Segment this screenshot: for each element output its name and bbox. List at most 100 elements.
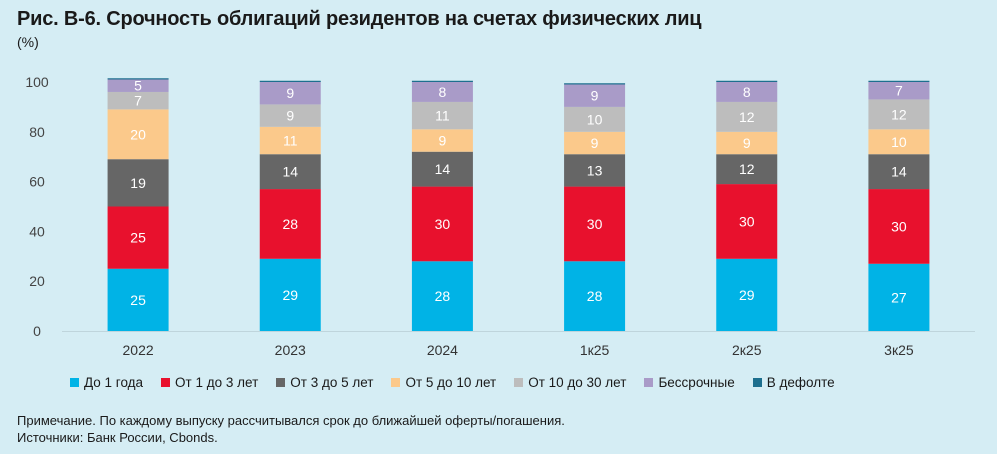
data-label: 29 xyxy=(282,287,298,303)
bar-segment xyxy=(716,131,778,155)
data-label: 9 xyxy=(439,133,447,149)
bar-segment xyxy=(411,101,473,130)
y-tick-label: 40 xyxy=(29,223,45,239)
bar-segment xyxy=(716,82,778,102)
legend-label: От 5 до 10 лет xyxy=(405,375,497,390)
legend-item: Бессрочные xyxy=(644,375,735,390)
data-label: 27 xyxy=(891,289,907,305)
x-tick-label: 3к25 xyxy=(884,342,914,358)
data-label: 7 xyxy=(134,93,142,109)
bar-segment xyxy=(107,79,169,92)
legend-swatch xyxy=(514,378,524,387)
x-tick-label: 2022 xyxy=(123,342,154,358)
bar-segment xyxy=(411,80,473,82)
data-label: 14 xyxy=(282,164,298,180)
bar-segment xyxy=(411,82,473,102)
bar-segment xyxy=(564,131,626,155)
data-label: 9 xyxy=(591,135,599,151)
legend-swatch xyxy=(644,378,654,387)
data-label: 11 xyxy=(435,108,450,124)
bar-segment xyxy=(564,106,626,132)
data-label: 7 xyxy=(895,83,903,99)
data-label: 19 xyxy=(130,175,146,191)
legend-label: В дефолте xyxy=(766,375,835,390)
y-tick-label: 20 xyxy=(29,273,45,289)
bar-segment xyxy=(716,101,778,132)
data-label: 30 xyxy=(587,216,603,232)
data-label: 12 xyxy=(739,161,755,177)
legend-item: От 10 до 30 лет xyxy=(514,375,626,390)
data-label: 9 xyxy=(591,88,599,104)
data-label: 12 xyxy=(739,109,755,125)
data-label: 11 xyxy=(283,133,298,149)
data-label: 8 xyxy=(743,84,751,100)
legend-label: До 1 года xyxy=(84,375,144,390)
bar-segment xyxy=(868,80,930,82)
data-label: 13 xyxy=(587,162,603,178)
bar-segment xyxy=(868,99,930,130)
legend-swatch xyxy=(276,378,286,387)
bar-segment xyxy=(716,258,778,331)
bar-segment xyxy=(107,109,169,160)
legend-label: От 1 до 3 лет xyxy=(175,375,259,390)
data-label: 12 xyxy=(891,106,907,122)
data-label: 30 xyxy=(435,216,451,232)
legend-label: От 3 до 5 лет xyxy=(290,375,374,390)
bar-segment xyxy=(107,268,169,331)
data-label: 9 xyxy=(286,85,294,101)
y-tick-label: 0 xyxy=(33,323,41,339)
bar-segment xyxy=(564,84,626,107)
data-label: 10 xyxy=(891,134,907,150)
bar-segment xyxy=(564,186,626,262)
bar-segment xyxy=(868,154,930,190)
data-label: 28 xyxy=(587,288,603,304)
note-text: Примечание. По каждому выпуску рассчитыв… xyxy=(17,413,565,428)
bar-segment xyxy=(564,83,626,85)
bar-segment xyxy=(868,189,930,264)
unit-label: (%) xyxy=(17,34,39,50)
bar-segment xyxy=(411,261,473,331)
x-tick-label: 1к25 xyxy=(580,342,610,358)
bar-segment xyxy=(868,263,930,331)
bar-segment xyxy=(259,258,321,331)
bar-segment xyxy=(107,78,169,80)
legend-item: До 1 года xyxy=(70,375,143,390)
y-tick-label: 80 xyxy=(29,124,45,140)
bar-segment xyxy=(564,154,626,187)
legend-label: Бессрочные xyxy=(658,375,735,390)
bar-segment xyxy=(716,80,778,82)
data-label: 25 xyxy=(130,292,146,308)
data-label: 28 xyxy=(282,216,298,232)
x-tick-label: 2к25 xyxy=(732,342,762,358)
bar-segment xyxy=(259,154,321,190)
legend-swatch xyxy=(161,378,171,387)
bar-segment xyxy=(259,104,321,127)
bar-segment xyxy=(107,159,169,207)
footnote: Примечание. По каждому выпуску рассчитыв… xyxy=(17,412,565,446)
bar-segment xyxy=(564,261,626,331)
data-label: 5 xyxy=(134,78,142,94)
bar-segment xyxy=(259,126,321,155)
x-tick-label: 2023 xyxy=(275,342,306,358)
bar-segment xyxy=(411,129,473,152)
legend-item: От 1 до 3 лет xyxy=(161,375,258,390)
data-label: 25 xyxy=(130,230,146,246)
bar-segment xyxy=(411,186,473,262)
bar-segment xyxy=(868,129,930,155)
bar-segment xyxy=(716,184,778,259)
data-label: 14 xyxy=(891,164,907,180)
sources-text: Источники: Банк России, Cbonds. xyxy=(17,430,218,445)
bar-segment xyxy=(259,80,321,82)
legend-swatch xyxy=(752,378,762,387)
data-label: 29 xyxy=(739,287,755,303)
legend: До 1 года От 1 до 3 лет От 3 до 5 лет От 5 … xyxy=(70,375,835,390)
data-label: 28 xyxy=(435,288,451,304)
legend-label: От 10 до 30 лет xyxy=(528,375,627,390)
data-label: 9 xyxy=(743,135,751,151)
data-label: 30 xyxy=(739,213,755,229)
x-tick-label: 2024 xyxy=(427,342,458,358)
data-label: 9 xyxy=(286,108,294,124)
bar-segment xyxy=(107,206,169,269)
legend-item: В дефолте xyxy=(752,375,835,390)
